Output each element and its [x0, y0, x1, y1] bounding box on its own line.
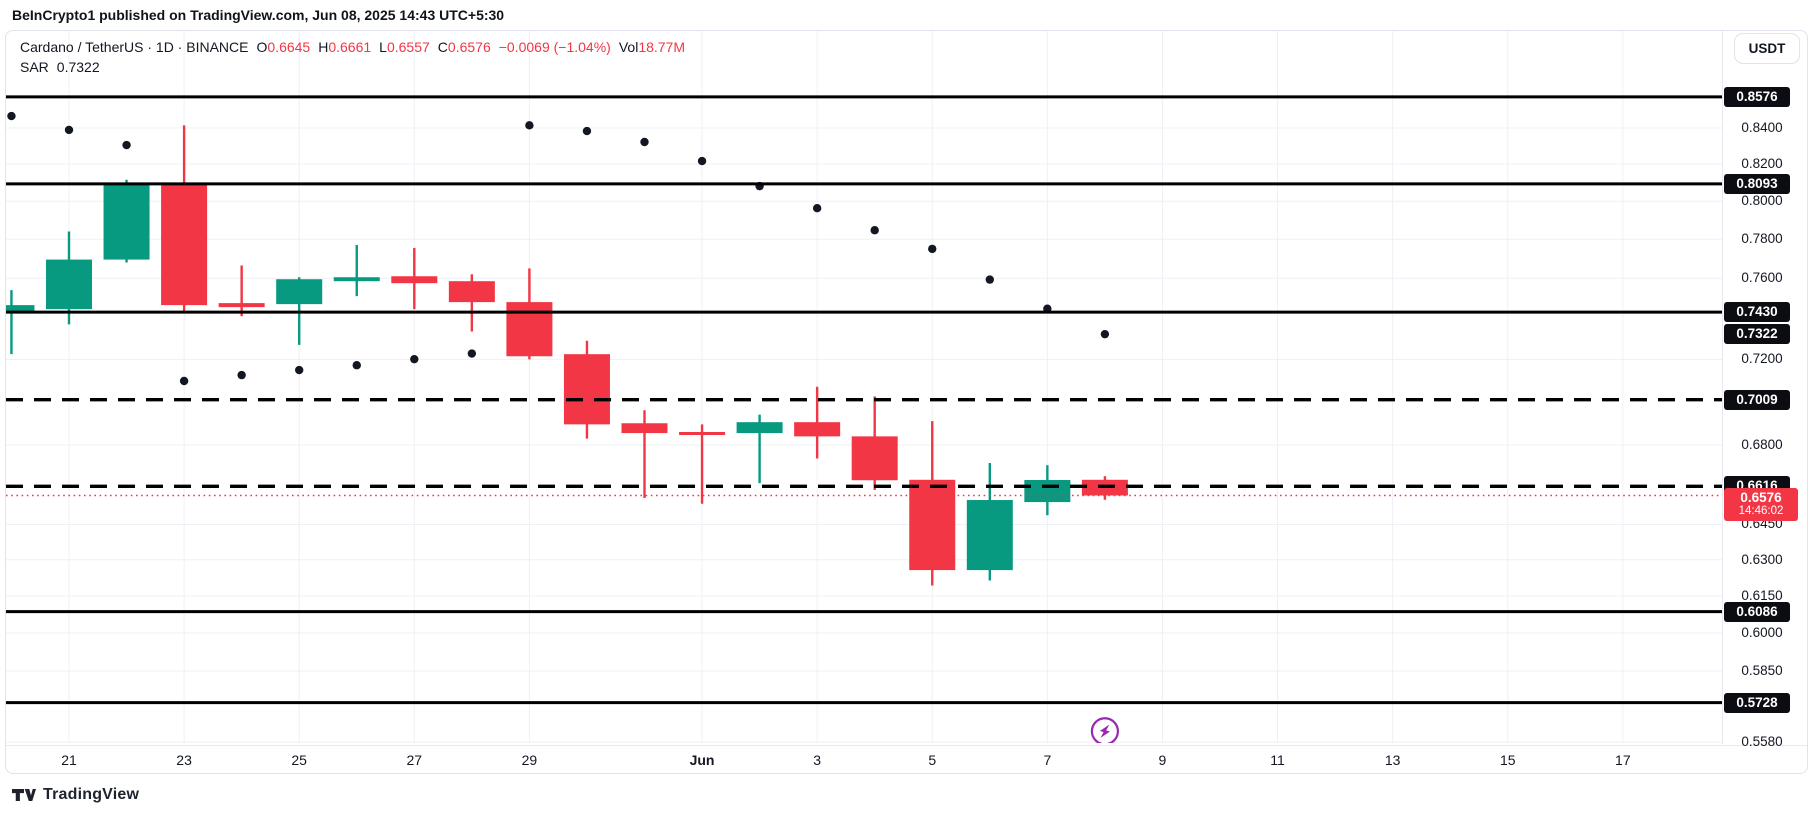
candle-down — [794, 422, 841, 437]
candle-down — [391, 276, 438, 284]
sar-dot — [237, 370, 246, 380]
sar-dot — [928, 244, 937, 254]
time-tick-label: 25 — [291, 752, 307, 768]
sar-dot — [985, 275, 994, 284]
price-level-badge: 0.7009 — [1724, 389, 1790, 410]
time-axis-separator — [6, 745, 1807, 746]
sar-dot — [352, 361, 361, 370]
price-level-badge: 0.7322 — [1724, 324, 1790, 345]
time-tick-label: 3 — [813, 752, 822, 768]
time-tick-label: 15 — [1499, 752, 1516, 768]
sar-dot — [122, 140, 131, 150]
sar-dot — [64, 125, 74, 135]
sar-dot — [410, 354, 419, 364]
price-tick-label: 0.5850 — [1741, 663, 1783, 679]
price-level-badge: 0.7430 — [1724, 302, 1790, 323]
ohlc-close: C0.6576 — [437, 39, 491, 55]
countdown-timer: 14:46:02 — [1738, 505, 1784, 518]
currency-unit-button[interactable]: USDT — [1734, 33, 1800, 64]
time-tick-label: 29 — [521, 752, 538, 768]
candle-up — [333, 277, 380, 282]
candle-up — [966, 500, 1013, 571]
time-tick-label: 5 — [928, 752, 937, 768]
sar-dot — [870, 226, 879, 235]
sar-dot — [467, 349, 477, 358]
tradingview-logo-icon — [12, 789, 36, 801]
legend-row-indicator: SAR 0.7322 — [20, 58, 685, 76]
price-tick-label: 0.8200 — [1741, 156, 1783, 172]
time-tick-label: 17 — [1615, 752, 1631, 768]
time-tick-label: 23 — [176, 752, 192, 768]
price-tick-label: 0.6000 — [1741, 625, 1783, 641]
candle-up — [46, 259, 92, 310]
chart-canvas[interactable] — [6, 31, 1722, 743]
candle-down — [448, 281, 495, 303]
sar-dot — [7, 111, 16, 121]
price-tick-label: 0.7600 — [1741, 270, 1783, 286]
sar-dot — [697, 156, 707, 166]
sar-dot — [179, 376, 189, 386]
time-tick-label: 27 — [406, 752, 423, 768]
sar-dot — [1100, 329, 1110, 339]
price-tick-label: 0.8400 — [1741, 120, 1783, 135]
indicator-name[interactable]: SAR — [20, 59, 49, 75]
candle-up — [6, 305, 35, 312]
legend-row-main: Cardano / TetherUS · 1D · BINANCE O0.664… — [20, 38, 685, 56]
price-axis-separator — [1722, 31, 1723, 744]
attribution-text: BeInCrypto1 published on TradingView.com… — [12, 7, 505, 23]
price-tick-label: 0.6800 — [1741, 437, 1783, 453]
time-tick-label: 21 — [61, 752, 77, 768]
time-tick-label: 13 — [1384, 752, 1401, 768]
price-tick-label: 0.8000 — [1741, 193, 1783, 209]
chart-legend: Cardano / TetherUS · 1D · BINANCE O0.664… — [20, 38, 685, 76]
symbol-title[interactable]: Cardano / TetherUS · 1D · BINANCE — [20, 39, 249, 55]
price-level-badge: 0.6086 — [1724, 601, 1790, 622]
time-tick-label: Jun — [689, 752, 715, 768]
candle-up — [276, 279, 323, 305]
tradingview-logo[interactable]: TradingView — [12, 786, 139, 804]
ohlc-high: H0.6661 — [318, 39, 372, 55]
price-tick-label: 0.6150 — [1741, 587, 1783, 603]
sar-dot — [812, 203, 822, 213]
price-level-badge: 0.5728 — [1724, 692, 1790, 713]
volume: Vol18.77M — [618, 39, 686, 55]
price-tick-label: 0.6300 — [1741, 551, 1783, 567]
candle-down — [851, 436, 898, 481]
candle-up — [103, 184, 150, 260]
tradingview-logo-text: TradingView — [43, 786, 140, 803]
price-level-badge: 0.8576 — [1724, 86, 1790, 107]
candle-up — [736, 422, 783, 434]
price-change: −0.0069 (−1.04%) — [498, 39, 611, 55]
time-tick-label: 9 — [1158, 752, 1167, 768]
current-price-badge: 0.6576 14:46:02 — [1724, 488, 1798, 522]
current-price-value: 0.6576 — [1740, 490, 1782, 506]
candle-down — [161, 184, 208, 306]
price-tick-label: 0.5580 — [1741, 733, 1783, 749]
candle-down — [679, 431, 726, 435]
price-level-badge: 0.8093 — [1724, 173, 1790, 194]
time-tick-label: 7 — [1043, 752, 1052, 768]
time-tick-label: 11 — [1270, 752, 1285, 768]
lightning-icon[interactable] — [1090, 717, 1119, 743]
price-tick-label: 0.7200 — [1741, 351, 1783, 367]
ohlc-low: L0.6557 — [379, 39, 430, 55]
sar-dot — [525, 121, 534, 130]
ohlc-open: O0.6645 — [256, 39, 311, 55]
candle-down — [563, 354, 610, 425]
sar-dot — [295, 365, 304, 375]
sar-dot — [640, 137, 649, 147]
price-tick-label: 0.7800 — [1741, 231, 1783, 247]
sar-dot — [582, 126, 592, 136]
candle-down — [621, 423, 668, 434]
indicator-value: 0.7322 — [56, 59, 100, 75]
candle-down — [218, 303, 265, 308]
